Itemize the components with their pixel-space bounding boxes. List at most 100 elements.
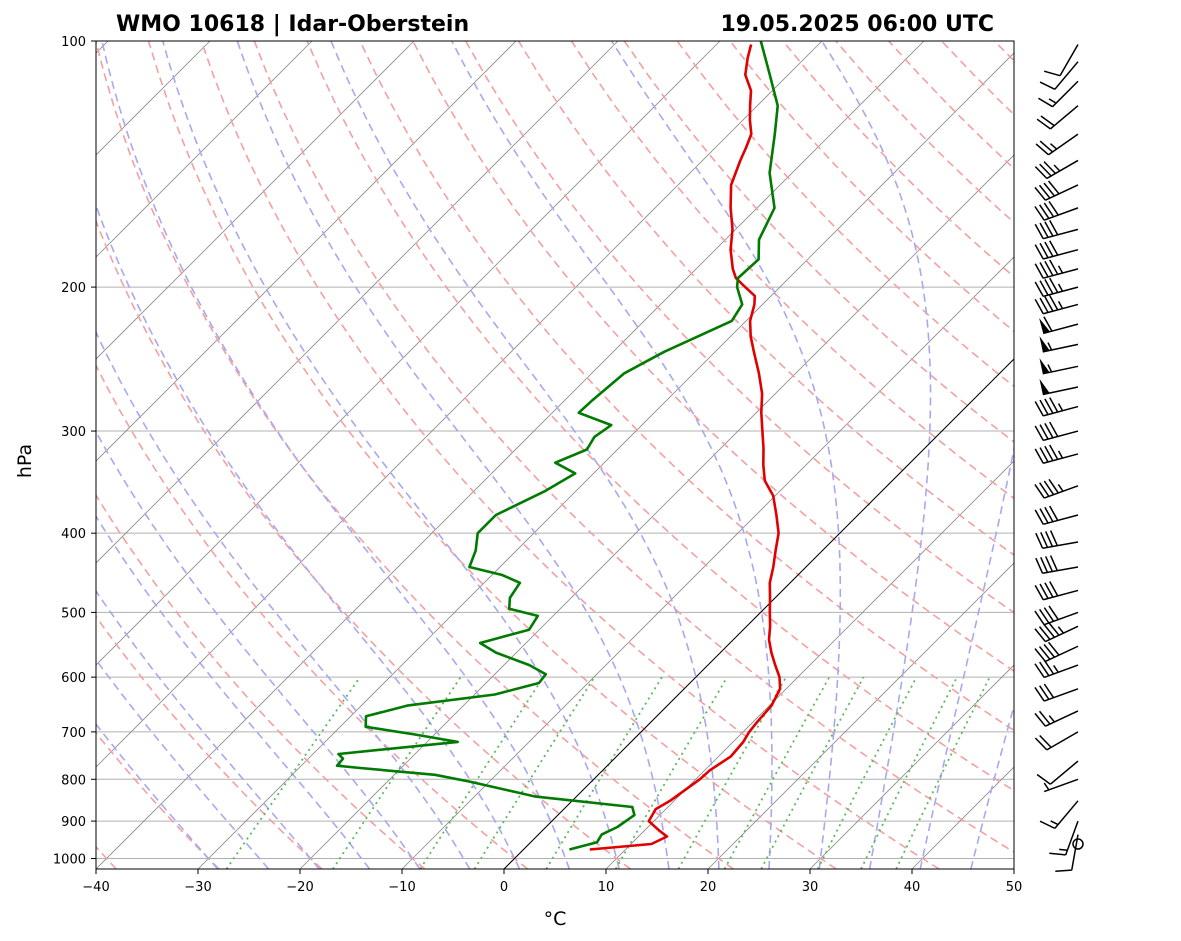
wind-barb [1049,820,1079,856]
mixing-ratio-line [895,676,991,869]
dry-adiabat [200,41,940,869]
wind-barb [1043,778,1079,793]
zero-degree-isotherm [503,358,1014,869]
isotherm [197,52,1014,869]
isotherm [96,41,415,360]
x-tick-label: −20 [286,880,313,895]
wind-barb [1034,159,1079,180]
y-tick-label: 500 [61,606,86,621]
y-tick-label: 900 [61,815,86,830]
wind-barb [1036,760,1079,785]
wind-barb [1034,220,1079,240]
wind-barb [1039,358,1079,375]
wind-barb [1034,295,1079,315]
isotherm [96,41,517,462]
moist-adiabat [96,330,471,869]
temperature-line [589,44,782,851]
moist-adiabat [821,41,932,869]
y-tick-label: 200 [61,281,86,296]
wind-barb [1034,421,1079,442]
wind-barb [1039,378,1079,396]
moist-adiabat [1022,41,1181,869]
mixing-ratio-line [545,676,663,869]
isotherm [707,562,1014,869]
moist-adiabat [96,203,521,869]
x-tick-label: 20 [700,880,717,895]
dry-adiabat [412,41,1014,673]
chart-title: WMO 10618 | Idar-Oberstein [116,12,469,37]
isotherm [0,41,6,869]
plot-background [96,41,1014,869]
isotherm-zero [503,358,1014,869]
wind-barb [1034,200,1079,221]
moist-adiabat [330,41,720,869]
dry-adiabat [1100,41,1181,869]
chart-datetime: 19.05.2025 06:00 UTC [720,12,994,37]
wind-barb [1055,834,1079,873]
wind-barb [1034,683,1079,702]
wind-barb [1034,641,1079,663]
profile-series [335,41,782,851]
x-tick-label: 10 [598,880,615,895]
wind-barb [1034,240,1079,260]
wind-barb [1035,133,1079,156]
y-tick-label: 1000 [53,853,86,868]
moist-adiabat [96,589,320,869]
dry-adiabat [465,41,1014,614]
isotherm [96,41,823,768]
wind-barb [1034,277,1079,298]
dry-adiabat [96,363,529,869]
dry-adiabat [96,493,426,869]
wind-barb [1039,61,1079,90]
mixing-ratio-line [473,676,596,869]
isotherm [96,41,313,258]
x-axis-ticks: −40 −30 −20 −10 0 10 20 30 40 50 [82,869,1022,895]
x-tick-label: −30 [184,880,211,895]
wind-barbs [1034,44,1084,873]
wind-barb [1034,259,1079,279]
moist-adiabat [611,41,842,869]
dry-adiabat [96,731,220,869]
dry-adiabat [306,41,1014,792]
dry-adiabat [676,41,1014,388]
mixing-ratio-lines [225,676,991,869]
dry-adiabat [253,41,1014,854]
wind-barb [1034,397,1079,417]
dry-adiabat [359,41,1014,732]
dry-adiabat [1153,41,1181,869]
wind-barb [1039,800,1079,830]
dry-adiabat [1047,41,1181,869]
dry-adiabat [517,41,1014,557]
mixing-ratio-line [419,676,545,869]
wind-barb [1034,731,1079,751]
wind-barb [1034,478,1079,499]
x-tick-label: −40 [82,880,109,895]
isotherm [96,41,721,666]
wind-barb [1038,80,1079,108]
isotherm [96,41,619,564]
moist-adiabat [919,444,1014,869]
dry-adiabat [147,41,837,869]
wind-barb [1035,555,1079,575]
wind-barb [1036,105,1079,130]
wind-barb [1034,605,1079,626]
y-tick-label: 100 [61,35,86,50]
wind-barb [1035,530,1079,549]
y-tick-label: 400 [61,527,86,542]
isotherm [605,460,1014,869]
x-axis-label: °C [544,908,567,930]
wind-barb [1043,44,1079,77]
wind-barb [1034,581,1079,601]
isotherm [401,256,1014,869]
dry-adiabats [96,41,1181,869]
wind-barb [1034,710,1079,727]
x-tick-label: 50 [1006,880,1023,895]
dry-adiabat [96,219,631,869]
wind-barb [1034,659,1079,679]
x-tick-label: 30 [802,880,819,895]
isotherm [809,664,1014,869]
y-tick-label: 700 [61,726,86,741]
moist-adiabat [970,703,1014,869]
mixing-ratio-line [614,676,728,869]
